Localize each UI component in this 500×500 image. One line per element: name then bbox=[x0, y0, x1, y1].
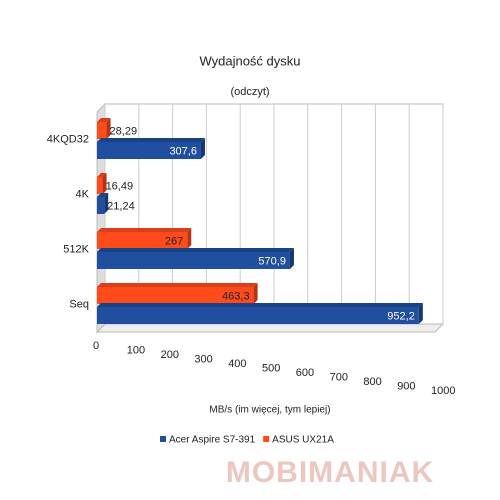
data-label: 28,29 bbox=[110, 125, 138, 137]
x-tick-label: 700 bbox=[330, 371, 348, 383]
bar bbox=[97, 122, 107, 139]
x-tick-label: 600 bbox=[296, 367, 314, 379]
bar-top bbox=[97, 248, 294, 252]
bar-side bbox=[106, 118, 111, 139]
bar bbox=[97, 177, 103, 194]
x-tick-label: 900 bbox=[397, 380, 415, 392]
y-tick-label: 4KQD32 bbox=[47, 133, 89, 145]
bar-side bbox=[104, 193, 109, 214]
bar-top bbox=[97, 303, 423, 307]
data-label: 952,2 bbox=[387, 310, 415, 322]
bar-side bbox=[102, 173, 107, 194]
x-tick-label: 500 bbox=[262, 362, 280, 374]
data-label: 16,49 bbox=[106, 180, 134, 192]
floor bbox=[95, 323, 445, 333]
x-tick-label: 800 bbox=[363, 376, 381, 388]
bar-side bbox=[289, 248, 294, 269]
y-tick-label: 512K bbox=[63, 243, 89, 255]
bar-top bbox=[97, 228, 192, 232]
bar bbox=[97, 197, 105, 214]
legend-swatch bbox=[263, 436, 270, 442]
x-tick-label: 100 bbox=[127, 344, 145, 356]
x-tick-label: 1000 bbox=[431, 385, 455, 397]
data-label: 21,24 bbox=[107, 200, 135, 212]
legend-label: ASUS UX21A bbox=[272, 435, 334, 446]
watermark: MOBIMANIAK bbox=[226, 456, 434, 489]
bar-side bbox=[187, 228, 192, 249]
x-tick-label: 400 bbox=[228, 358, 246, 370]
y-tick-label: Seq bbox=[69, 298, 89, 310]
data-label: 307,6 bbox=[169, 145, 197, 157]
bar bbox=[97, 142, 201, 159]
bar bbox=[97, 252, 290, 269]
data-label: 463,3 bbox=[222, 290, 250, 302]
legend-swatch bbox=[160, 436, 166, 442]
bar-side bbox=[200, 138, 205, 159]
legend-label: Acer Aspire S7-391 bbox=[169, 435, 256, 446]
x-tick-label: 300 bbox=[194, 353, 212, 365]
bar-top bbox=[97, 118, 111, 122]
bar-top bbox=[97, 138, 205, 142]
bar-top bbox=[97, 173, 107, 177]
data-label: 267 bbox=[165, 235, 183, 247]
data-label: 570,9 bbox=[258, 255, 286, 267]
bar bbox=[97, 287, 254, 304]
bar bbox=[97, 307, 419, 324]
x-tick-label: 0 bbox=[93, 340, 99, 352]
x-tick-label: 200 bbox=[161, 349, 179, 361]
bar-top bbox=[97, 283, 258, 287]
bar-top bbox=[97, 193, 109, 197]
chart-subtitle: (odczyt) bbox=[230, 86, 269, 98]
bar bbox=[97, 232, 188, 249]
bar-side bbox=[253, 283, 258, 304]
y-tick-label: 4K bbox=[76, 188, 90, 200]
bar-side bbox=[418, 303, 423, 324]
chart-title: Wydajność dysku bbox=[199, 53, 300, 68]
x-axis-label: MB/s (im więcej, tym lepiej) bbox=[209, 405, 330, 416]
